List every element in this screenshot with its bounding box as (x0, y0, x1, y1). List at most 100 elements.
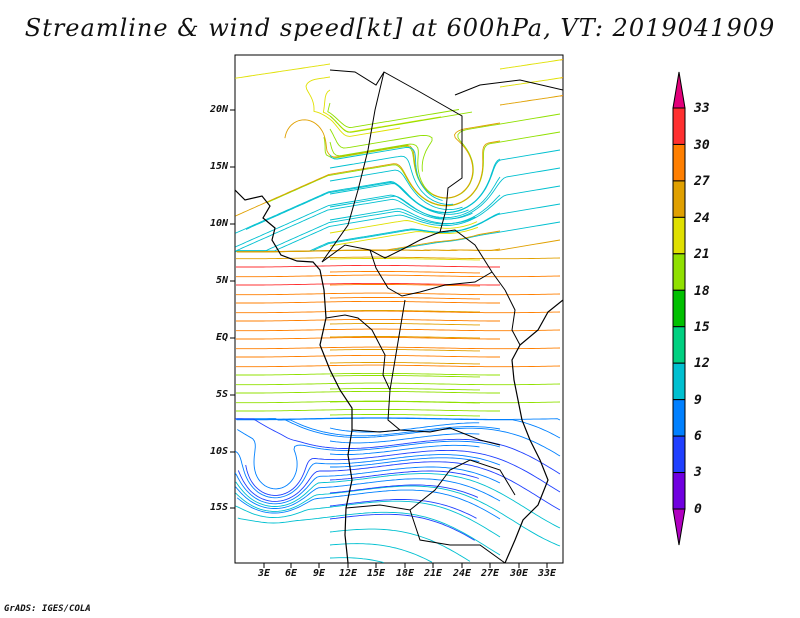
streamline (235, 485, 561, 547)
streamline (329, 513, 475, 541)
streamline (235, 63, 331, 79)
streamline (327, 102, 459, 128)
colorbar-label-24: 24 (694, 211, 710, 226)
streamline (236, 417, 561, 439)
streamline (329, 323, 480, 326)
lat-label-15s: 15S (209, 502, 228, 513)
streamline (329, 388, 480, 391)
streamline (235, 176, 501, 248)
streamline (329, 271, 480, 274)
colorbar-segment (672, 143, 686, 182)
colorbar-segment (672, 435, 686, 474)
borders (321, 69, 563, 563)
lat-label-20n: 20N (209, 104, 228, 115)
streamline (237, 167, 561, 251)
streamline (236, 372, 500, 376)
colorbar-top-triangle (672, 71, 686, 109)
lon-label-12e: 12E (338, 568, 358, 579)
streamline (329, 433, 480, 444)
streamline (329, 349, 480, 352)
grads-credit: GrADS: IGES/COLA (4, 604, 91, 614)
streamline (236, 382, 561, 386)
lat-label-10n: 10N (209, 218, 228, 229)
streamline (235, 473, 561, 529)
lat-label-5n: 5N (215, 275, 228, 286)
axis-ticks (230, 109, 548, 568)
colorbar-segment (672, 289, 686, 328)
streamline (236, 310, 561, 314)
streamline (329, 422, 480, 433)
streamline (329, 169, 463, 211)
colorbar-label-21: 21 (694, 247, 710, 262)
colorbar-label-12: 12 (694, 356, 710, 371)
streamline (236, 390, 500, 394)
streamline (329, 226, 479, 247)
colorbar-label-15: 15 (694, 320, 710, 335)
streamline (245, 149, 561, 230)
colorbar-segment (672, 472, 686, 510)
streamline (237, 461, 561, 511)
colorbar-segment (672, 107, 686, 145)
lon-label-3e: 3E (257, 568, 271, 579)
streamline (235, 140, 501, 217)
streamline (236, 282, 500, 286)
lon-label-15e: 15E (366, 568, 386, 579)
streamline (235, 418, 561, 475)
streamline (237, 429, 501, 490)
streamline (329, 208, 476, 224)
streamline (236, 364, 561, 368)
streamline (329, 128, 433, 172)
lon-label-6e: 6E (284, 568, 298, 579)
streamline (236, 418, 561, 457)
streamline (329, 444, 480, 456)
streamline (329, 470, 479, 481)
colorbar-label-18: 18 (694, 284, 710, 299)
streamline (236, 318, 500, 322)
lon-label-33e: 33E (537, 568, 557, 579)
streamline (329, 258, 480, 261)
streamline (329, 297, 480, 300)
colorbar (672, 71, 686, 546)
streamline (329, 414, 480, 417)
streamline (329, 220, 478, 234)
lat-label-10s: 10S (209, 446, 228, 457)
streamline (237, 511, 501, 556)
streamline (329, 499, 477, 519)
colorbar-label-0: 0 (694, 502, 702, 517)
streamline (329, 111, 473, 133)
streamline (235, 185, 561, 252)
colorbar-segment (672, 326, 686, 364)
colorbar-segment (672, 216, 686, 255)
colorbar-segment (672, 180, 686, 218)
streamline (329, 141, 433, 195)
lon-label-9e: 9E (312, 568, 326, 579)
streamline (305, 76, 401, 137)
streamline (236, 300, 500, 304)
streamline (499, 59, 563, 70)
streamline (329, 484, 479, 498)
lon-label-18e: 18E (395, 568, 415, 579)
chart-title: Streamline & wind speed[kt] at 600hPa, V… (24, 14, 776, 42)
streamline (499, 95, 563, 106)
lat-label-5s: 5S (215, 389, 228, 400)
streamline (329, 401, 480, 404)
streamline (235, 158, 501, 234)
colorbar-segment (672, 399, 686, 437)
colorbar-label-30: 30 (694, 138, 710, 153)
streamline (329, 528, 471, 562)
streamline (235, 450, 501, 499)
lat-label-eq: EQ (215, 332, 228, 343)
colorbar-segment (672, 253, 686, 291)
colorbar-segment (672, 362, 686, 401)
streamline (330, 457, 480, 468)
streamline (236, 264, 500, 268)
streamline (329, 284, 480, 287)
streamline (236, 274, 561, 278)
map-frame (234, 54, 564, 564)
streamline (329, 362, 480, 365)
colorbar-label-6: 6 (694, 429, 702, 444)
lat-label-15n: 15N (209, 161, 228, 172)
streamline (329, 375, 480, 378)
colorbar-label-27: 27 (694, 174, 710, 189)
